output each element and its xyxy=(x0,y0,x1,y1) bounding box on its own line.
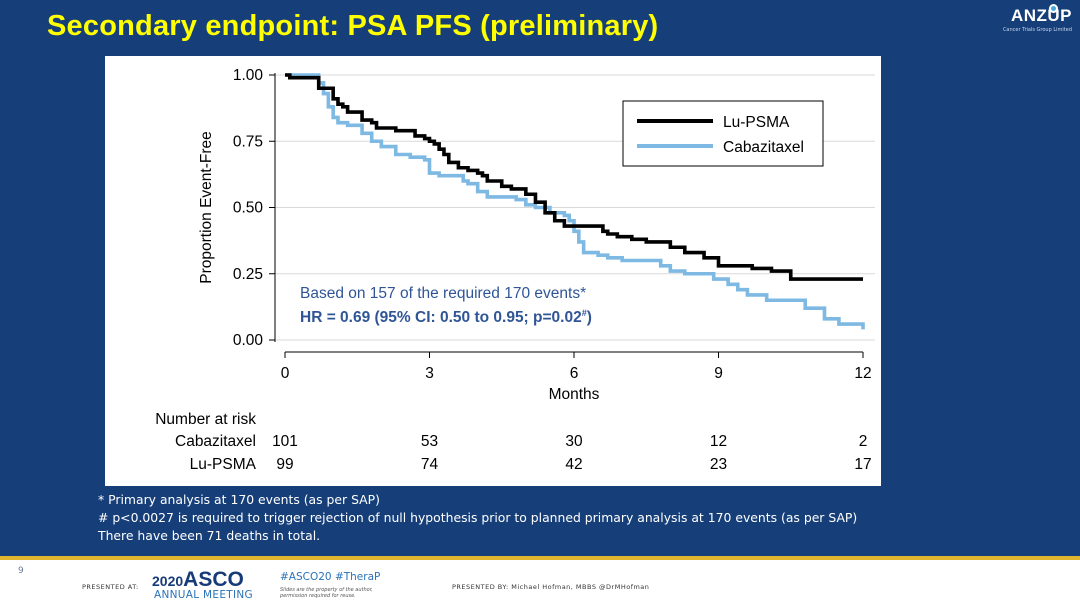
ticks-layer: 0.00 0.25 0.50 0.75 1.00 0 3 6 9 12 xyxy=(233,67,872,382)
events-annotation: Based on 157 of the required 170 events* xyxy=(300,285,586,302)
risk-count: 12 xyxy=(710,433,727,450)
risk-count: 42 xyxy=(565,456,582,473)
x-axis-label: Months xyxy=(549,386,600,403)
risk-count: 17 xyxy=(854,456,871,473)
slide-title: Secondary endpoint: PSA PFS (preliminary… xyxy=(47,10,659,42)
chart-panel: 0.00 0.25 0.50 0.75 1.00 0 3 6 9 12 Proportion Ev… xyxy=(105,56,881,486)
hr-annotation-close: ) xyxy=(587,309,592,326)
asco-name: ASCO xyxy=(183,568,244,591)
y-tick-label: 0.25 xyxy=(233,266,263,283)
risk-row-label: Lu-PSMA xyxy=(190,456,257,473)
slide-property-note: Slides are the property of the author, p… xyxy=(280,587,373,599)
y-tick-label: 0.75 xyxy=(233,133,263,150)
presented-by: PRESENTED BY: Michael Hofman, MBBS @DrMH… xyxy=(452,583,650,591)
hr-annotation-main: HR = 0.69 (95% CI: 0.50 to 0.95; p=0.02 xyxy=(300,309,582,326)
footer-rule xyxy=(0,556,1080,560)
logo-dot-icon xyxy=(1049,4,1058,13)
anzup-logo: ANZUP Cancer Trials Group Limited xyxy=(1002,4,1072,33)
y-axis-label: Proportion Event-Free xyxy=(198,131,215,284)
legend-label-cabazitaxel: Cabazitaxel xyxy=(723,139,804,156)
x-tick-label: 9 xyxy=(714,365,723,382)
x-tick-label: 0 xyxy=(281,365,290,382)
risk-table: Cabazitaxel 101 53 30 12 2 Lu-PSMA 99 74 42 23 17 xyxy=(175,433,872,473)
risk-row-label: Cabazitaxel xyxy=(175,433,256,450)
logo-wordmark: ANZUP xyxy=(1010,6,1072,25)
risk-count: 30 xyxy=(565,433,583,450)
hr-annotation-superscript: # xyxy=(582,308,587,318)
risk-count: 53 xyxy=(421,433,438,450)
risk-count: 99 xyxy=(276,456,293,473)
footnote-deaths: There have been 71 deaths in total. xyxy=(98,528,321,543)
x-tick-label: 3 xyxy=(425,365,434,382)
risk-count: 2 xyxy=(859,433,868,450)
asco-year: 2020 xyxy=(152,573,184,589)
asco-subtitle: ANNUAL MEETING xyxy=(154,589,253,601)
legend-label-lu-psma: Lu-PSMA xyxy=(723,114,790,131)
x-tick-label: 6 xyxy=(570,365,579,382)
y-tick-label: 0.50 xyxy=(233,200,264,217)
presented-at-label: PRESENTED AT: xyxy=(82,583,139,591)
hr-annotation: HR = 0.69 (95% CI: 0.50 to 0.95; p=0.02#… xyxy=(300,308,592,326)
km-curve-cabazitaxel xyxy=(285,73,865,330)
hashtags: #ASCO20 #TheraP xyxy=(280,571,381,583)
risk-count: 74 xyxy=(421,456,439,473)
footnote-primary-analysis: * Primary analysis at 170 events (as per… xyxy=(98,492,380,507)
y-tick-label: 1.00 xyxy=(233,67,264,84)
x-tick-label: 12 xyxy=(854,365,871,382)
chart-legend: Lu-PSMA Cabazitaxel xyxy=(622,100,824,167)
logo-subtext: Cancer Trials Group Limited xyxy=(1002,27,1072,33)
y-tick-label: 0.00 xyxy=(233,332,264,349)
risk-table-header: Number at risk xyxy=(155,411,256,428)
footnotes: * Primary analysis at 170 events (as per… xyxy=(98,491,857,545)
risk-count: 101 xyxy=(272,433,298,450)
footnote-p-threshold: # p<0.0027 is required to trigger reject… xyxy=(98,510,858,525)
page-number: 9 xyxy=(18,566,24,576)
risk-count: 23 xyxy=(710,456,727,473)
series-layer xyxy=(285,73,865,330)
legend-box xyxy=(622,100,824,167)
km-curve-lu-psma xyxy=(285,73,863,281)
asco-logo: 2020ASCO xyxy=(152,568,244,592)
km-chart: 0.00 0.25 0.50 0.75 1.00 0 3 6 9 12 Proportion Ev… xyxy=(155,67,875,473)
